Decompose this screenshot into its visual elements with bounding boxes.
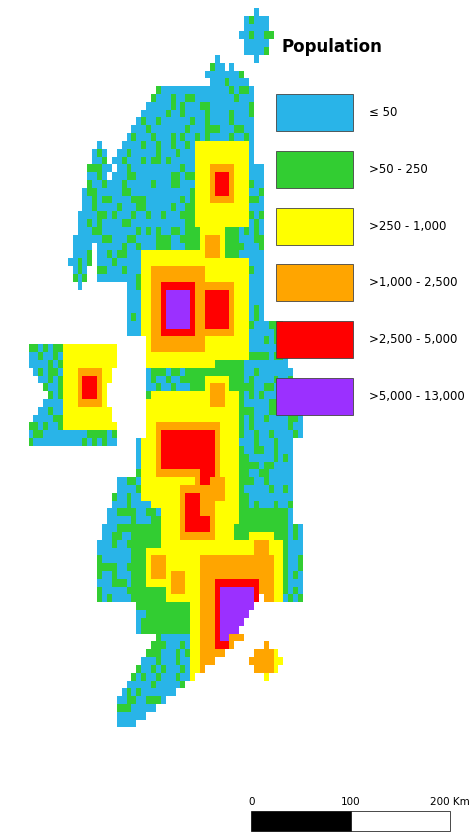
Text: >5,000 - 13,000: >5,000 - 13,000	[369, 390, 465, 403]
Text: Population: Population	[282, 39, 383, 56]
Bar	[251, 811, 351, 831]
Text: >2,500 - 5,000: >2,500 - 5,000	[369, 333, 458, 346]
Text: >250 - 1,000: >250 - 1,000	[369, 219, 447, 233]
Text: 200 Km: 200 Km	[430, 796, 470, 806]
Text: ≤ 50: ≤ 50	[369, 106, 398, 119]
Text: 0: 0	[248, 796, 255, 806]
Bar	[275, 265, 353, 302]
Bar	[275, 321, 353, 358]
Text: 100: 100	[341, 796, 361, 806]
Text: >50 - 250: >50 - 250	[369, 163, 428, 176]
Bar	[351, 811, 450, 831]
Bar	[275, 378, 353, 415]
Bar	[275, 94, 353, 131]
Text: >1,000 - 2,500: >1,000 - 2,500	[369, 276, 458, 290]
Bar	[275, 151, 353, 188]
Bar	[275, 207, 353, 244]
